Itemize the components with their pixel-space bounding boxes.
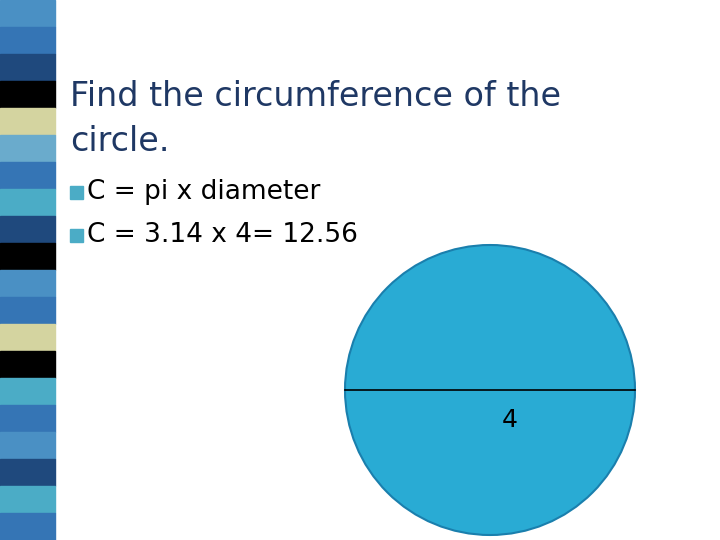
Bar <box>70 228 83 241</box>
Bar <box>0 324 55 351</box>
Bar <box>0 81 55 108</box>
Text: Find the circumference of the: Find the circumference of the <box>70 80 561 113</box>
Bar <box>0 27 55 54</box>
Bar <box>0 0 55 27</box>
Bar <box>0 432 55 459</box>
Circle shape <box>345 245 635 535</box>
Bar <box>0 243 55 270</box>
Bar <box>0 270 55 297</box>
Bar <box>0 486 55 513</box>
Bar <box>0 216 55 243</box>
Bar <box>0 459 55 486</box>
Bar <box>0 513 55 540</box>
Text: C = 3.14 x 4= 12.56: C = 3.14 x 4= 12.56 <box>87 222 358 248</box>
Bar <box>0 378 55 405</box>
Text: circle.: circle. <box>70 125 169 158</box>
Bar <box>0 297 55 324</box>
Text: C = pi x diameter: C = pi x diameter <box>87 179 320 205</box>
Bar <box>0 54 55 81</box>
Bar <box>0 189 55 216</box>
Bar <box>0 108 55 135</box>
Text: 4: 4 <box>502 408 518 432</box>
Bar <box>0 162 55 189</box>
Bar <box>0 351 55 378</box>
Bar <box>0 405 55 432</box>
Bar <box>0 135 55 162</box>
Bar <box>70 186 83 199</box>
